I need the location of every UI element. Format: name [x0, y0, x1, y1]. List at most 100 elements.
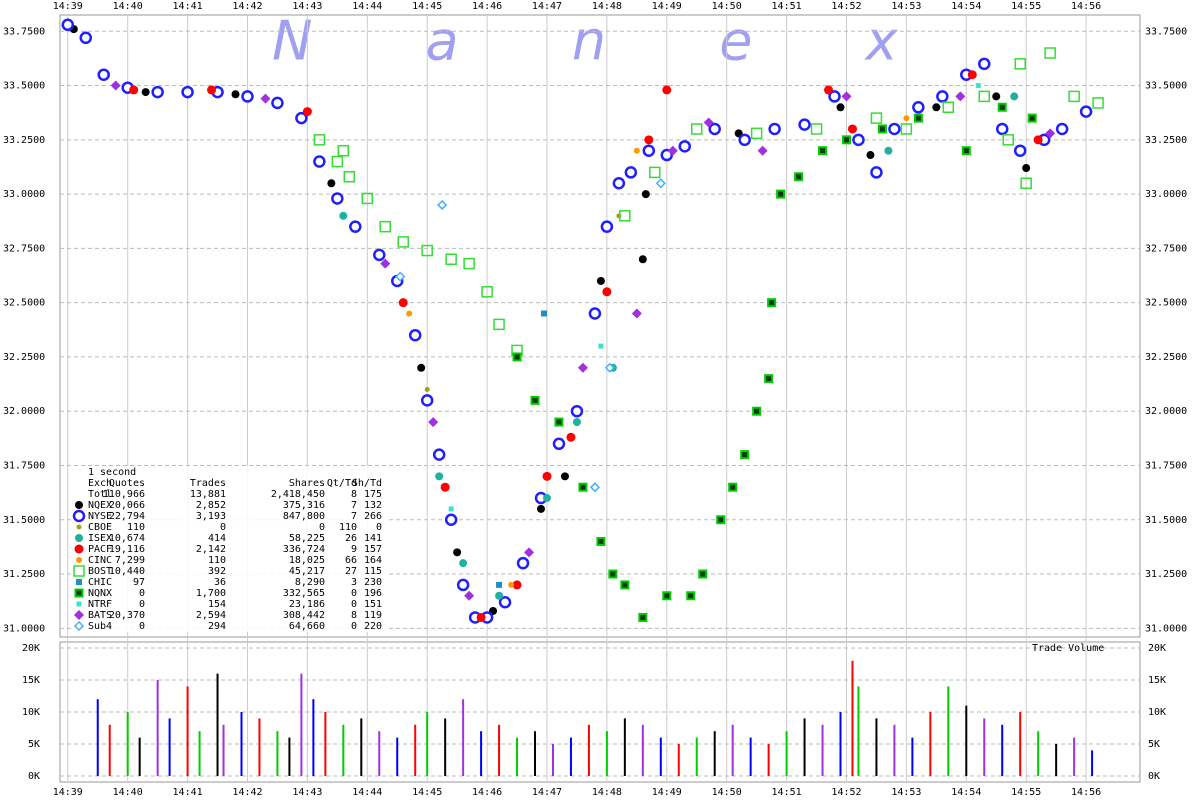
volume-bar — [605, 731, 608, 776]
point — [1010, 92, 1019, 101]
y-tick-label: 33.5000 — [1145, 81, 1187, 92]
point — [703, 117, 714, 128]
point — [644, 135, 654, 145]
table-cell: 375,316 — [283, 500, 325, 511]
point — [757, 145, 768, 156]
x-tick-label: 14:53 — [891, 1, 921, 12]
point — [600, 220, 614, 233]
point — [207, 85, 217, 95]
point — [740, 450, 750, 460]
point — [767, 298, 777, 308]
table-cell: 0 — [351, 621, 357, 632]
volume-bar — [108, 724, 111, 776]
watermark: N a n e x — [272, 10, 946, 73]
table-cell: 115 — [364, 566, 382, 577]
table-cell: 26 — [345, 533, 357, 544]
volume-bar — [551, 743, 554, 776]
point — [110, 80, 121, 91]
point — [313, 134, 326, 146]
x-tick-label: 14:45 — [412, 787, 442, 798]
table-header: Shares — [289, 478, 325, 489]
point — [1044, 47, 1056, 59]
point — [1014, 58, 1026, 70]
volume-bar — [186, 686, 189, 776]
point — [638, 612, 648, 622]
point — [339, 211, 348, 220]
legend-marker — [76, 557, 82, 563]
volume-bar — [396, 737, 399, 776]
point — [942, 101, 955, 114]
volume-bar — [480, 731, 483, 776]
point — [498, 596, 512, 609]
x-tick-label: 14:54 — [951, 1, 981, 12]
volume-bar — [839, 712, 842, 776]
volume-bar — [983, 718, 986, 776]
volume-title: Trade Volume — [1032, 643, 1104, 654]
volume-bar — [857, 686, 860, 776]
volume-bar — [198, 731, 201, 776]
y-tick-label: 33.2500 — [3, 135, 45, 146]
y-tick-label: 0K — [1148, 771, 1160, 782]
point — [444, 513, 458, 527]
volume-bar — [713, 731, 716, 776]
volume-bar — [360, 718, 363, 776]
point — [870, 166, 883, 179]
point — [589, 482, 600, 493]
plot-frame — [59, 14, 1141, 638]
point — [608, 569, 618, 579]
x-tick-label: 14:47 — [532, 1, 562, 12]
point — [1020, 177, 1032, 190]
point — [992, 92, 1001, 101]
point — [828, 90, 841, 103]
point — [536, 504, 545, 513]
volume-bar — [156, 680, 159, 776]
table-cell: 2,142 — [196, 544, 226, 555]
table-cell: 19,116 — [109, 544, 145, 555]
y-tick-label: 33.0000 — [3, 189, 45, 200]
point — [655, 178, 666, 189]
table-cell: 2,594 — [196, 610, 226, 621]
table-cell: 332,565 — [283, 588, 325, 599]
point — [997, 102, 1007, 112]
point — [572, 418, 581, 427]
legend-marker — [76, 601, 82, 607]
y-tick-label: 20K — [22, 643, 40, 654]
legend-label: Sub4 — [88, 621, 112, 632]
point — [552, 437, 566, 451]
point — [398, 298, 408, 308]
volume-bar — [767, 743, 770, 776]
point — [604, 362, 615, 373]
point — [596, 276, 605, 285]
point — [481, 286, 493, 298]
legend-label: ISEX — [88, 533, 112, 544]
x-tick-label: 14:45 — [412, 1, 442, 12]
legend-label: NYSE — [88, 511, 112, 522]
point — [295, 111, 308, 125]
x-tick-label: 14:44 — [352, 1, 382, 12]
y-tick-label: 33.7500 — [3, 26, 45, 37]
point — [624, 166, 638, 179]
table-cell: 3 — [351, 577, 357, 588]
point — [1027, 113, 1037, 123]
legend-marker — [75, 501, 83, 509]
y-tick-label: 32.0000 — [1145, 406, 1187, 417]
volume-bar — [300, 673, 303, 776]
legend-marker — [73, 565, 85, 577]
point — [512, 580, 522, 590]
point — [619, 210, 631, 222]
volume-bar — [276, 731, 279, 776]
volume-bar — [641, 724, 644, 776]
table-cell: 0 — [139, 621, 145, 632]
point — [1002, 134, 1014, 146]
y-tick-label: 32.5000 — [1145, 298, 1187, 309]
point — [424, 387, 430, 393]
point — [824, 85, 834, 95]
point — [612, 177, 626, 190]
x-tick-label: 14:48 — [592, 1, 622, 12]
point — [750, 127, 763, 140]
point — [379, 220, 392, 233]
table-cell: 0 — [376, 522, 382, 533]
point — [841, 91, 852, 102]
table-cell: 23,186 — [289, 599, 325, 610]
point — [408, 328, 422, 342]
